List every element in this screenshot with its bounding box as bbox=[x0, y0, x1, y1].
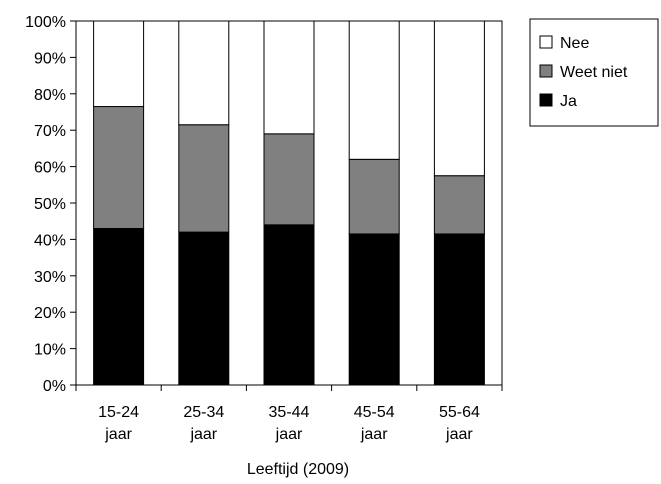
bar-segment-weet-niet-3 bbox=[348, 158, 400, 235]
legend-swatch-nee bbox=[539, 35, 553, 49]
legend-swatch-ja bbox=[539, 93, 553, 107]
legend: Nee Weet niet Ja bbox=[529, 18, 659, 127]
bar-segment-ja-0 bbox=[93, 227, 145, 386]
x-axis-label: Leeftijd (2009) bbox=[247, 461, 349, 478]
x-tick-label: 55-64 bbox=[439, 404, 480, 421]
bar-segment-ja-4 bbox=[433, 233, 485, 386]
x-tick-label: 15-24 bbox=[98, 404, 139, 421]
bar-segment-weet-niet-4 bbox=[433, 175, 485, 235]
y-axis: 0% 10% 20% 30% 40% 50% 60% 70% 80% 90% 100% bbox=[25, 14, 76, 395]
bar-segment-nee-2 bbox=[263, 20, 315, 135]
bar-segment-weet-niet-0 bbox=[93, 106, 145, 229]
x-tick-label: jaar bbox=[189, 426, 217, 443]
bar-segment-nee-0 bbox=[93, 20, 145, 108]
y-tick-label: 10% bbox=[34, 342, 66, 359]
bar-segment-weet-niet-1 bbox=[178, 124, 230, 233]
y-tick-label: 20% bbox=[34, 305, 66, 322]
y-tick-label: 0% bbox=[43, 378, 66, 395]
x-axis: 15-24 jaar 25-34 jaar 35-44 jaar 45-54 jaar 55-6… bbox=[75, 385, 503, 443]
y-tick-label: 60% bbox=[34, 160, 66, 177]
legend-label-nee: Nee bbox=[560, 35, 589, 52]
y-tick-label: 80% bbox=[34, 87, 66, 104]
y-tick-label: 30% bbox=[34, 269, 66, 286]
bar-segment-ja-3 bbox=[348, 233, 400, 386]
bar-segment-nee-1 bbox=[178, 20, 230, 126]
bar-segment-ja-1 bbox=[178, 231, 230, 386]
x-tick-label: jaar bbox=[360, 426, 388, 443]
y-tick-label: 50% bbox=[34, 196, 66, 213]
legend-label-ja: Ja bbox=[560, 93, 577, 110]
x-tick-label: jaar bbox=[275, 426, 303, 443]
bar-segment-nee-4 bbox=[433, 20, 485, 177]
x-tick-label: 35-44 bbox=[269, 404, 310, 421]
x-tick-label: 45-54 bbox=[354, 404, 395, 421]
y-tick-label: 70% bbox=[34, 123, 66, 140]
x-tick-label: jaar bbox=[445, 426, 473, 443]
bar-segment-weet-niet-2 bbox=[263, 133, 315, 226]
y-tick-label: 40% bbox=[34, 232, 66, 249]
y-tick-label: 90% bbox=[34, 50, 66, 67]
legend-swatch-weet-niet bbox=[539, 64, 553, 78]
legend-label-weet-niet: Weet niet bbox=[560, 64, 628, 81]
bar-segment-nee-3 bbox=[348, 20, 400, 160]
x-tick-label: 25-34 bbox=[183, 404, 224, 421]
y-tick-label: 100% bbox=[25, 14, 66, 31]
bar-segment-ja-2 bbox=[263, 224, 315, 386]
x-tick-label: jaar bbox=[104, 426, 132, 443]
plot-area bbox=[75, 20, 503, 386]
